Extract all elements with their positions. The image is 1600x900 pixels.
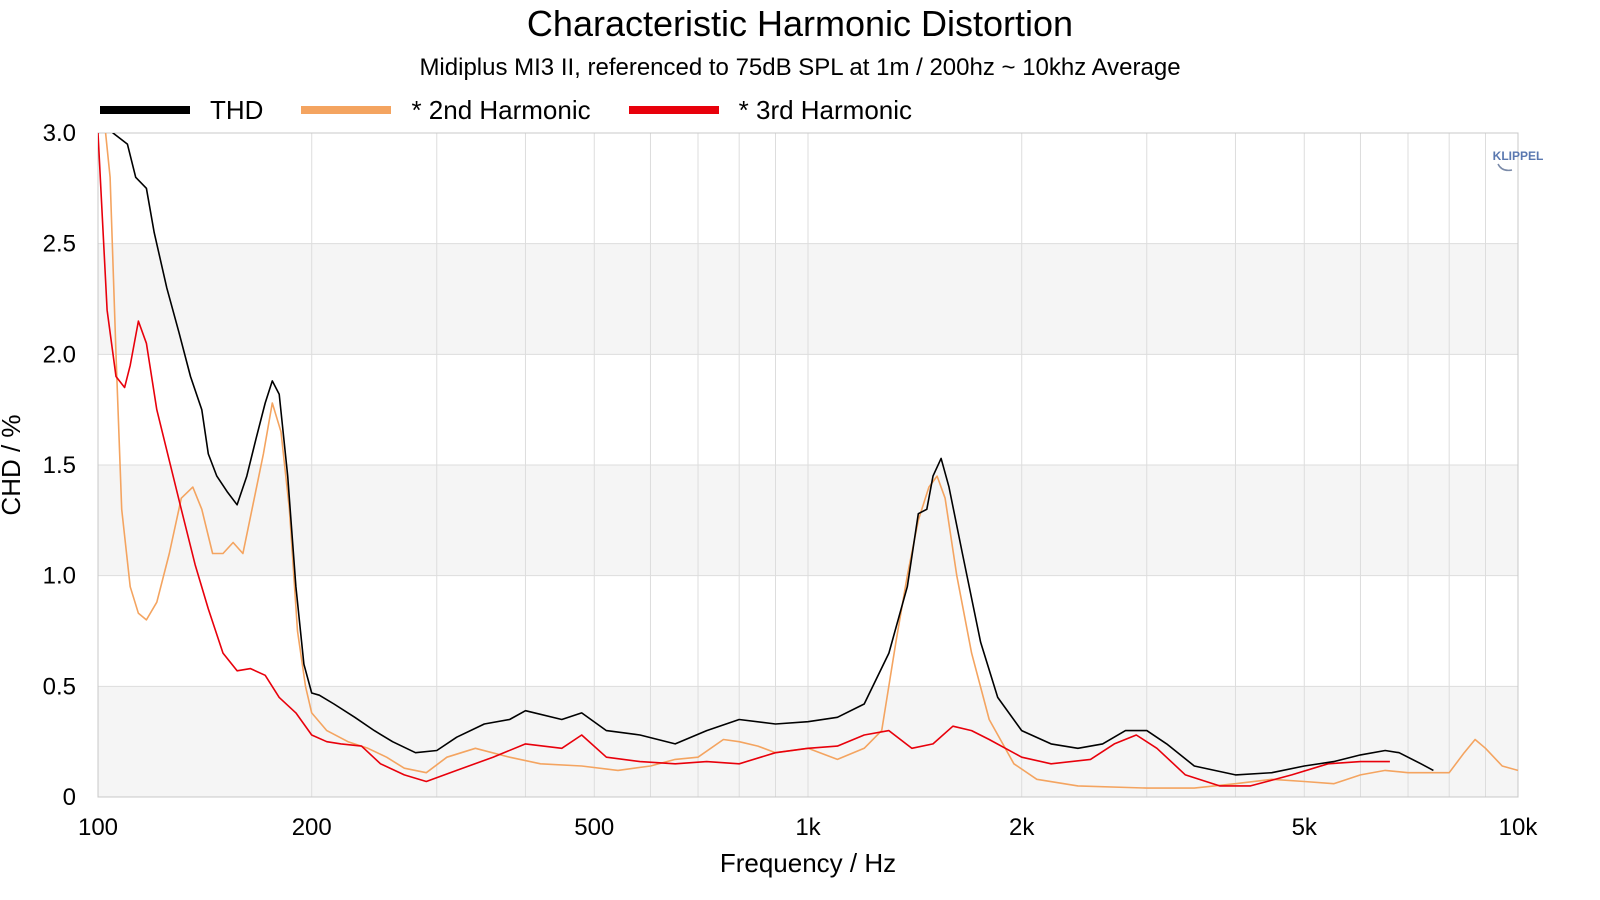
x-tick-label: 10k bbox=[1499, 814, 1539, 841]
x-tick-label: 500 bbox=[574, 814, 614, 841]
x-tick-label: 2k bbox=[1009, 814, 1035, 841]
klippel-logo: KLIPPEL bbox=[1493, 149, 1544, 172]
legend-item-3rd-harmonic: * 3rd Harmonic bbox=[628, 94, 913, 126]
legend-label-3rd-harmonic: * 3rd Harmonic bbox=[738, 94, 913, 125]
y-tick-label: 1.5 bbox=[43, 452, 76, 479]
legend-swatch-2nd-harmonic bbox=[301, 106, 392, 114]
svg-text:KLIPPEL: KLIPPEL bbox=[1493, 149, 1544, 163]
chart-subtitle: Midiplus MI3 II, referenced to 75dB SPL … bbox=[419, 54, 1181, 81]
y-tick-label: 3.0 bbox=[43, 120, 76, 147]
x-axis-title: Frequency / Hz bbox=[720, 848, 896, 878]
x-tick-label: 100 bbox=[78, 814, 118, 841]
series-line-2nd-harmonic bbox=[104, 133, 1518, 789]
plot-frame bbox=[97, 132, 1519, 798]
legend-label-thd: THD bbox=[210, 94, 264, 125]
axis-ticks: 100 200 500 1k 2k 5k 10k 0 0.5 1.0 1.5 2.0 2.5 3.0 bbox=[43, 120, 1539, 841]
y-axis-title: CHD / % bbox=[0, 414, 26, 515]
series-line-3rd-harmonic bbox=[98, 133, 1390, 787]
legend: THD * 2nd Harmonic * 3rd Harmonic bbox=[100, 92, 950, 128]
x-tick-label: 200 bbox=[292, 814, 332, 841]
legend-label-2nd-harmonic: * 2nd Harmonic bbox=[411, 94, 591, 125]
y-tick-label: 1.0 bbox=[43, 563, 76, 590]
legend-item-thd: THD bbox=[100, 95, 263, 126]
y-tick-label: 0.5 bbox=[43, 673, 76, 700]
chart-title: Characteristic Harmonic Distortion bbox=[526, 3, 1074, 44]
series-line-thd bbox=[112, 133, 1434, 776]
legend-swatch-3rd-harmonic bbox=[628, 106, 719, 114]
grid-lines bbox=[98, 132, 1518, 798]
y-tick-label: 2.0 bbox=[43, 341, 76, 368]
x-tick-label: 1k bbox=[795, 814, 821, 841]
y-tick-label: 0 bbox=[63, 784, 76, 811]
legend-swatch-thd bbox=[100, 106, 190, 114]
series-layer bbox=[98, 133, 1518, 789]
x-tick-label: 5k bbox=[1292, 814, 1318, 841]
y-tick-label: 2.5 bbox=[43, 231, 76, 258]
legend-item-2nd-harmonic: * 2nd Harmonic bbox=[301, 94, 591, 126]
